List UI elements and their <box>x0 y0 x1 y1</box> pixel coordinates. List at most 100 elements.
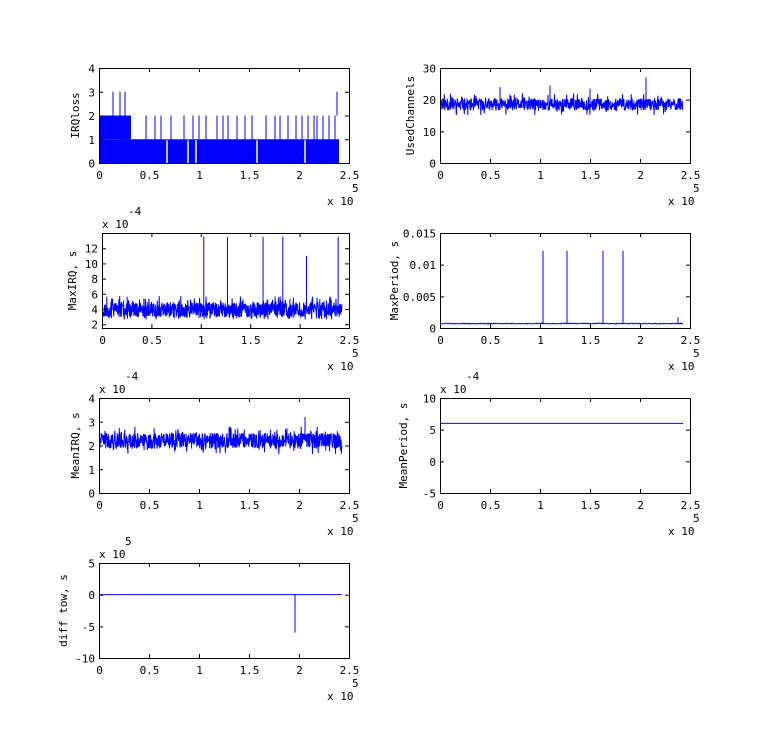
y-tick-label: 4 <box>91 304 98 317</box>
y-axis-label: MeanIRQ, s <box>69 412 82 478</box>
x-multiplier-exponent: 5 <box>352 512 359 525</box>
y-tick-label: 2 <box>91 319 98 332</box>
x-tick-label: 2 <box>637 169 644 182</box>
y-tick-label: 0 <box>429 158 436 171</box>
y-axis-label: MeanPeriod, s <box>397 402 410 488</box>
x-multiplier-exponent: 5 <box>352 677 359 690</box>
y-tick-label: -10 <box>75 653 95 666</box>
maxperiod-axes-frame <box>440 233 691 329</box>
y-tick-label: 10 <box>85 258 98 271</box>
usedchannels-axes-frame <box>440 68 691 164</box>
y-multiplier-exponent: -4 <box>466 370 480 383</box>
difftow-series <box>99 594 342 633</box>
x-tick-label: 2.5 <box>340 664 360 677</box>
y-tick-label: 3 <box>88 86 95 99</box>
meanirq-trace <box>99 426 343 455</box>
y-tick-label: 8 <box>91 273 98 286</box>
difftow-axes-frame <box>99 563 350 659</box>
chart-usedchannels: 0 0.5 1 1.5 2 2.5 0 10 20 30 UsedChannels x 105 <box>404 63 700 209</box>
x-tick-label: 1 <box>196 664 203 677</box>
irqloss-band <box>99 139 339 163</box>
x-multiplier: x 10 <box>327 360 354 373</box>
maxirq-trace <box>102 296 343 320</box>
x-tick-label: 1.5 <box>241 334 261 347</box>
meanperiod-axes-frame <box>440 398 691 494</box>
y-tick-label: 0 <box>88 589 95 602</box>
x-multiplier: x 10 <box>327 195 354 208</box>
y-tick-label: 2 <box>88 440 95 453</box>
x-tick-label: 1.5 <box>581 334 601 347</box>
x-tick-label: 2.5 <box>340 334 360 347</box>
y-axis-label: MaxIRQ, s <box>66 251 79 311</box>
maxperiod-series <box>440 250 683 326</box>
y-tick-label: 0 <box>88 158 95 171</box>
x-tick-label: 0 <box>96 169 103 182</box>
y-tick-label: 3 <box>88 416 95 429</box>
x-tick-label: 1.5 <box>240 499 260 512</box>
usedchannels-trace <box>440 93 684 116</box>
maxperiod-trace <box>440 322 683 326</box>
x-tick-label: 1.5 <box>240 169 260 182</box>
x-tick-label: 0 <box>96 664 103 677</box>
x-tick-label: 2 <box>296 664 303 677</box>
x-multiplier-exponent: 5 <box>352 182 359 195</box>
y-tick-label: 12 <box>85 243 98 256</box>
x-multiplier: x 10 <box>327 525 354 538</box>
x-tick-label: 2.5 <box>681 499 701 512</box>
x-multiplier-exponent: 5 <box>693 347 700 360</box>
x-tick-label: 1.5 <box>581 169 601 182</box>
x-tick-label: 2.5 <box>681 169 701 182</box>
y-multiplier: x 10 <box>440 383 467 396</box>
y-tick-label: 0 <box>429 456 436 469</box>
y-axis-label: IRQloss <box>69 92 82 138</box>
x-tick-label: 0 <box>437 334 444 347</box>
x-tick-label: 0.5 <box>481 169 501 182</box>
maxirq-axes-frame <box>102 233 350 329</box>
x-multiplier: x 10 <box>327 690 354 703</box>
maxirq-series <box>102 236 343 320</box>
x-tick-label: 1.5 <box>581 499 601 512</box>
y-tick-label: 10 <box>423 126 436 139</box>
x-tick-label: 0.5 <box>140 664 160 677</box>
x-tick-label: 2.5 <box>340 499 360 512</box>
x-tick-label: 0.5 <box>481 499 501 512</box>
y-tick-label: 20 <box>423 94 436 107</box>
y-tick-label: 4 <box>88 63 95 76</box>
x-tick-label: 1 <box>537 334 544 347</box>
y-tick-label: 6 <box>91 288 98 301</box>
irqloss-series <box>99 91 339 163</box>
y-tick-label: 10 <box>423 393 436 406</box>
x-tick-label: 0 <box>437 169 444 182</box>
x-tick-label: 1 <box>198 334 205 347</box>
y-tick-label: 2 <box>88 110 95 123</box>
x-tick-label: 2 <box>296 499 303 512</box>
y-multiplier: x 10 <box>102 218 129 231</box>
x-tick-label: 2 <box>637 499 644 512</box>
x-tick-label: 2 <box>296 169 303 182</box>
y-tick-label: 30 <box>423 63 436 76</box>
meanirq-series <box>99 417 343 455</box>
x-multiplier-exponent: 5 <box>352 347 359 360</box>
y-tick-label: 0 <box>429 323 436 336</box>
y-tick-label: 0.015 <box>403 228 436 241</box>
x-tick-label: 0.5 <box>140 169 160 182</box>
y-tick-label: -5 <box>82 621 95 634</box>
irqloss-band <box>99 115 131 140</box>
y-axis-label: MaxPeriod, s <box>388 241 401 320</box>
x-tick-label: 0.5 <box>140 499 160 512</box>
y-axis-label: UsedChannels <box>404 76 417 155</box>
x-multiplier: x 10 <box>668 195 695 208</box>
x-tick-label: 1 <box>537 499 544 512</box>
x-tick-label: 2 <box>637 334 644 347</box>
x-tick-label: 2.5 <box>340 169 360 182</box>
y-multiplier-exponent: -4 <box>128 205 142 218</box>
y-tick-label: -5 <box>423 488 436 501</box>
chart-irqloss: 0 0.5 1 1.5 2 2.5 0 1 2 3 4 IRQloss x 105 <box>69 63 359 209</box>
y-tick-label: 5 <box>429 424 436 437</box>
y-tick-label: 5 <box>88 558 95 571</box>
